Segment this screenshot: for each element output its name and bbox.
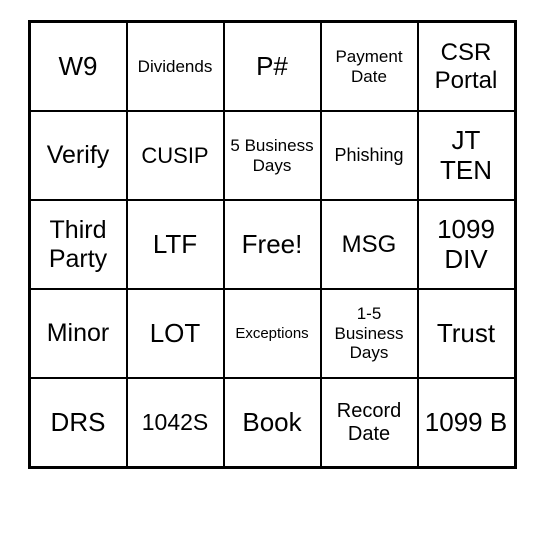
bingo-grid: W9 Dividends P# Payment Date CSR Portal … — [28, 20, 517, 469]
bingo-cell: 5 Business Days — [224, 111, 321, 200]
bingo-cell: LTF — [127, 200, 224, 289]
bingo-cell: 1099 DIV — [418, 200, 515, 289]
bingo-cell: Record Date — [321, 378, 418, 467]
bingo-cell: Verify — [30, 111, 127, 200]
bingo-cell: MSG — [321, 200, 418, 289]
bingo-cell: Third Party — [30, 200, 127, 289]
bingo-cell: DRS — [30, 378, 127, 467]
bingo-cell: 1-5 Business Days — [321, 289, 418, 378]
bingo-cell: Payment Date — [321, 22, 418, 111]
bingo-cell: LOT — [127, 289, 224, 378]
bingo-cell: Phishing — [321, 111, 418, 200]
bingo-cell: P# — [224, 22, 321, 111]
bingo-cell: CSR Portal — [418, 22, 515, 111]
bingo-cell: JT TEN — [418, 111, 515, 200]
bingo-cell: W9 — [30, 22, 127, 111]
bingo-cell: Minor — [30, 289, 127, 378]
bingo-cell: 1099 B — [418, 378, 515, 467]
bingo-cell: Exceptions — [224, 289, 321, 378]
bingo-cell: Free! — [224, 200, 321, 289]
bingo-cell: Trust — [418, 289, 515, 378]
bingo-cell: Book — [224, 378, 321, 467]
bingo-cell: Dividends — [127, 22, 224, 111]
bingo-cell: CUSIP — [127, 111, 224, 200]
bingo-cell: 1042S — [127, 378, 224, 467]
